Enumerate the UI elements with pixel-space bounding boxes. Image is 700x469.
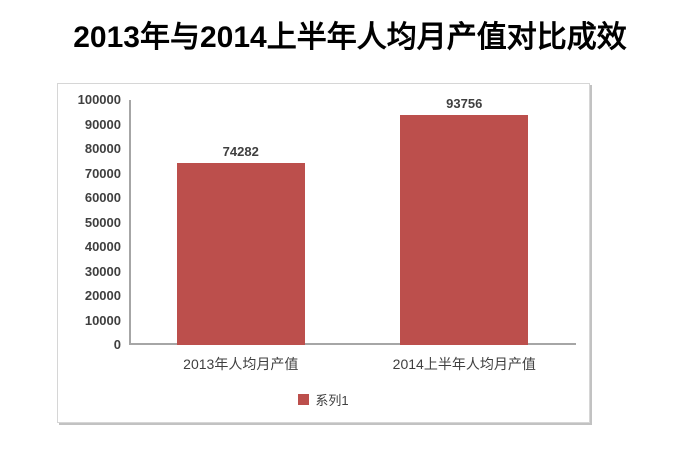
- y-tick-label: 50000: [84, 214, 121, 230]
- y-tick-label: 30000: [84, 263, 121, 279]
- y-tick-label: 0: [113, 337, 121, 352]
- y-tick-label: 90000: [84, 116, 121, 132]
- legend: 系列1: [58, 390, 589, 409]
- y-axis-labels: 0 10000 20000 30000 40000 50000 60000 70000 8000…: [58, 84, 121, 422]
- y-tick-label: 10000: [84, 312, 121, 328]
- y-tick-label: 60000: [84, 190, 121, 205]
- y-tick-label: 40000: [84, 239, 121, 254]
- bar: [176, 163, 305, 345]
- bar-value-label: 74282: [222, 144, 259, 159]
- legend-marker-icon: [298, 394, 310, 405]
- bar: [400, 115, 529, 345]
- y-axis-line: [129, 100, 131, 345]
- x-category-label: 2014上半年人均月产值: [392, 356, 536, 372]
- y-tick-label: 20000: [84, 288, 121, 303]
- y-tick-label: 100000: [77, 92, 121, 107]
- chart-title: 2013年与2014上半年人均月产值对比成效: [73, 21, 627, 54]
- y-tick-label: 80000: [84, 141, 121, 156]
- x-category-label: 2013年人均月产值: [183, 356, 299, 372]
- y-tick-label: 70000: [84, 165, 121, 181]
- chart-frame: 0 10000 20000 30000 40000 50000 60000 70000 8000…: [57, 83, 590, 423]
- legend-label: 系列1: [315, 393, 349, 408]
- x-axis-line: [129, 343, 576, 345]
- bar-value-label: 93756: [446, 96, 483, 112]
